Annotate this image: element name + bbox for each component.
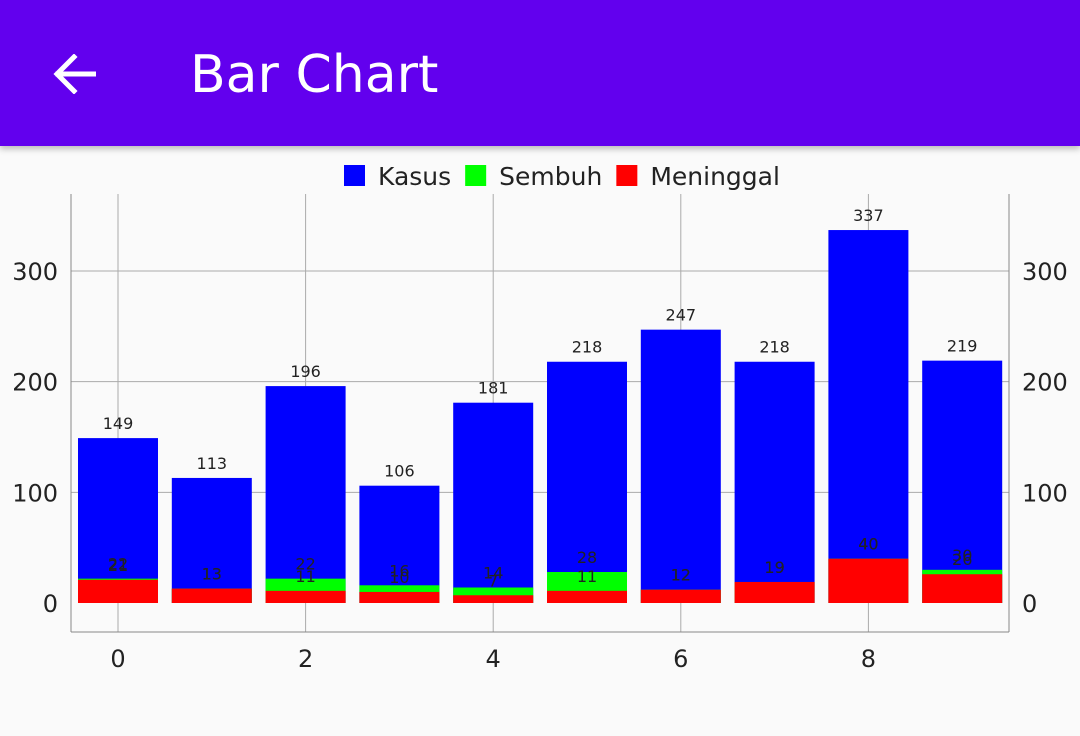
data-label-meninggal: 26: [952, 550, 972, 569]
bar-kasus: [734, 361, 815, 603]
x-tick-label: 0: [110, 645, 125, 673]
legend-label-kasus: Kasus: [378, 162, 451, 191]
data-label-kasus: 337: [853, 206, 884, 225]
y-tick-label-right: 0: [1022, 590, 1037, 618]
data-label-meninggal: 11: [577, 567, 597, 586]
bar-meninggal: [359, 591, 440, 603]
bar-meninggal: [922, 574, 1003, 603]
back-button[interactable]: [44, 44, 104, 104]
y-tick-label-right: 300: [1022, 258, 1068, 286]
data-label-meninggal: 10: [389, 568, 409, 587]
bar-meninggal: [171, 588, 252, 603]
y-tick-label-left: 200: [12, 369, 58, 397]
data-label-kasus: 218: [759, 338, 790, 357]
bar-kasus: [640, 329, 721, 603]
legend-swatch-meninggal: [616, 165, 638, 186]
bar-kasus: [265, 386, 346, 603]
bar-kasus: [453, 402, 534, 603]
data-label-sembuh: 28: [577, 548, 597, 567]
data-label-meninggal: 40: [858, 535, 878, 554]
data-label-meninggal: 11: [295, 567, 315, 586]
data-label-sembuh: 22: [295, 555, 315, 574]
data-label-kasus: 196: [290, 362, 321, 381]
value-labels: 149 113 196 106 181 218 247 218 337 219 22 13 22 16 14…: [103, 206, 978, 590]
data-label-sembuh: 22: [108, 555, 128, 574]
bar-kasus: [547, 361, 627, 603]
data-label-meninggal: 13: [202, 565, 222, 584]
x-tick-label: 8: [861, 645, 876, 673]
bar-meninggal: [78, 579, 158, 603]
data-label-sembuh: 16: [389, 561, 409, 580]
bars: [78, 230, 1003, 603]
bar-chart: Kasus Sembuh Meninggal 149 113 196 106 181 218 2…: [0, 146, 1080, 732]
data-label-meninggal: 21: [108, 556, 128, 575]
bar-kasus: [828, 230, 909, 603]
y-tick-label-right: 200: [1022, 369, 1068, 397]
bar-kasus: [171, 477, 252, 603]
data-label-sembuh: 13: [202, 565, 222, 584]
legend: Kasus Sembuh Meninggal: [344, 162, 780, 191]
y-tick-label-left: 300: [12, 258, 58, 286]
data-label-sembuh: 12: [671, 566, 691, 585]
bar-meninggal: [828, 558, 909, 603]
bar-meninggal: [734, 581, 815, 603]
data-label-meninggal: 12: [671, 566, 691, 585]
legend-label-sembuh: Sembuh: [499, 162, 602, 191]
axes: 0 0 100 100 200 200 300 300 0 2 4 6 8: [12, 194, 1068, 673]
data-label-sembuh: 40: [858, 535, 878, 554]
y-tick-label-left: 0: [43, 590, 58, 618]
data-label-kasus: 219: [947, 337, 978, 356]
data-label-sembuh: 30: [952, 546, 972, 565]
x-tick-label: 2: [298, 645, 313, 673]
data-label-kasus: 218: [572, 338, 603, 357]
y-tick-label-left: 100: [12, 479, 58, 507]
data-label-kasus: 247: [666, 306, 697, 325]
bar-meninggal: [547, 590, 627, 603]
legend-swatch-sembuh: [465, 165, 487, 186]
legend-label-meninggal: Meninggal: [650, 162, 780, 191]
bar-meninggal: [265, 590, 346, 603]
legend-swatch-kasus: [344, 165, 365, 186]
data-label-kasus: 149: [103, 414, 134, 433]
data-label-meninggal: 19: [764, 558, 784, 577]
bar-meninggal: [453, 595, 534, 603]
x-tick-label: 6: [673, 645, 688, 673]
bar-kasus: [922, 360, 1003, 603]
data-label-sembuh: 14: [483, 564, 503, 583]
data-label-kasus: 106: [384, 462, 415, 481]
arrow-left-icon: [53, 54, 96, 94]
data-label-meninggal: 7: [488, 571, 498, 590]
chart-svg: Kasus Sembuh Meninggal 1491131961061812182…: [12, 162, 1068, 673]
bar-kasus: [78, 438, 158, 603]
y-tick-label-right: 100: [1022, 479, 1068, 507]
page-title: Bar Chart: [190, 45, 439, 105]
bar-kasus: [359, 485, 440, 603]
bar-meninggal: [640, 589, 721, 603]
data-label-kasus: 113: [197, 454, 228, 473]
data-label-kasus: 181: [478, 379, 509, 398]
x-tick-label: 4: [486, 645, 501, 673]
data-label-sembuh: 19: [764, 558, 784, 577]
app-bar: Bar Chart: [0, 0, 1080, 146]
